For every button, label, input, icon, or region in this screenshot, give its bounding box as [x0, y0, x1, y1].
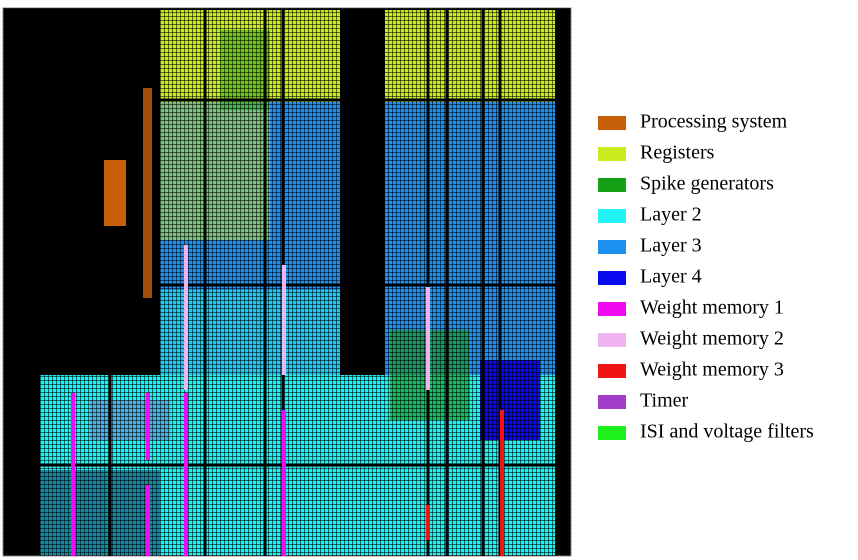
- legend-swatch: [598, 240, 626, 254]
- legend-swatch: [598, 395, 626, 409]
- legend-label: Weight memory 1: [640, 297, 784, 319]
- legend-label: Weight memory 2: [640, 328, 784, 350]
- legend-swatch: [598, 333, 626, 347]
- floorplan: [3, 8, 571, 556]
- legend-label: Layer 3: [640, 235, 702, 257]
- legend-swatch: [598, 178, 626, 192]
- processing-system-column: [143, 88, 152, 298]
- figure: Processing system Registers Spike generato…: [0, 0, 858, 560]
- legend: Processing system Registers Spike generato…: [598, 111, 814, 443]
- processing-system-block: [104, 160, 126, 226]
- legend-swatch: [598, 364, 626, 378]
- legend-label: ISI and voltage filters: [640, 421, 814, 443]
- legend-label: Processing system: [640, 111, 788, 133]
- legend-label: Spike generators: [640, 173, 774, 195]
- legend-label: Layer 4: [640, 266, 702, 288]
- legend-label: Layer 2: [640, 204, 702, 226]
- legend-label: Registers: [640, 142, 715, 164]
- cell-texture: [3, 8, 571, 556]
- legend-swatch: [598, 209, 626, 223]
- legend-swatch: [598, 426, 626, 440]
- legend-label: Timer: [640, 390, 689, 412]
- legend-swatch: [598, 271, 626, 285]
- legend-swatch: [598, 147, 626, 161]
- page: Processing system Registers Spike generato…: [0, 0, 858, 560]
- legend-label: Weight memory 3: [640, 359, 784, 381]
- legend-swatch: [598, 116, 626, 130]
- legend-swatch: [598, 302, 626, 316]
